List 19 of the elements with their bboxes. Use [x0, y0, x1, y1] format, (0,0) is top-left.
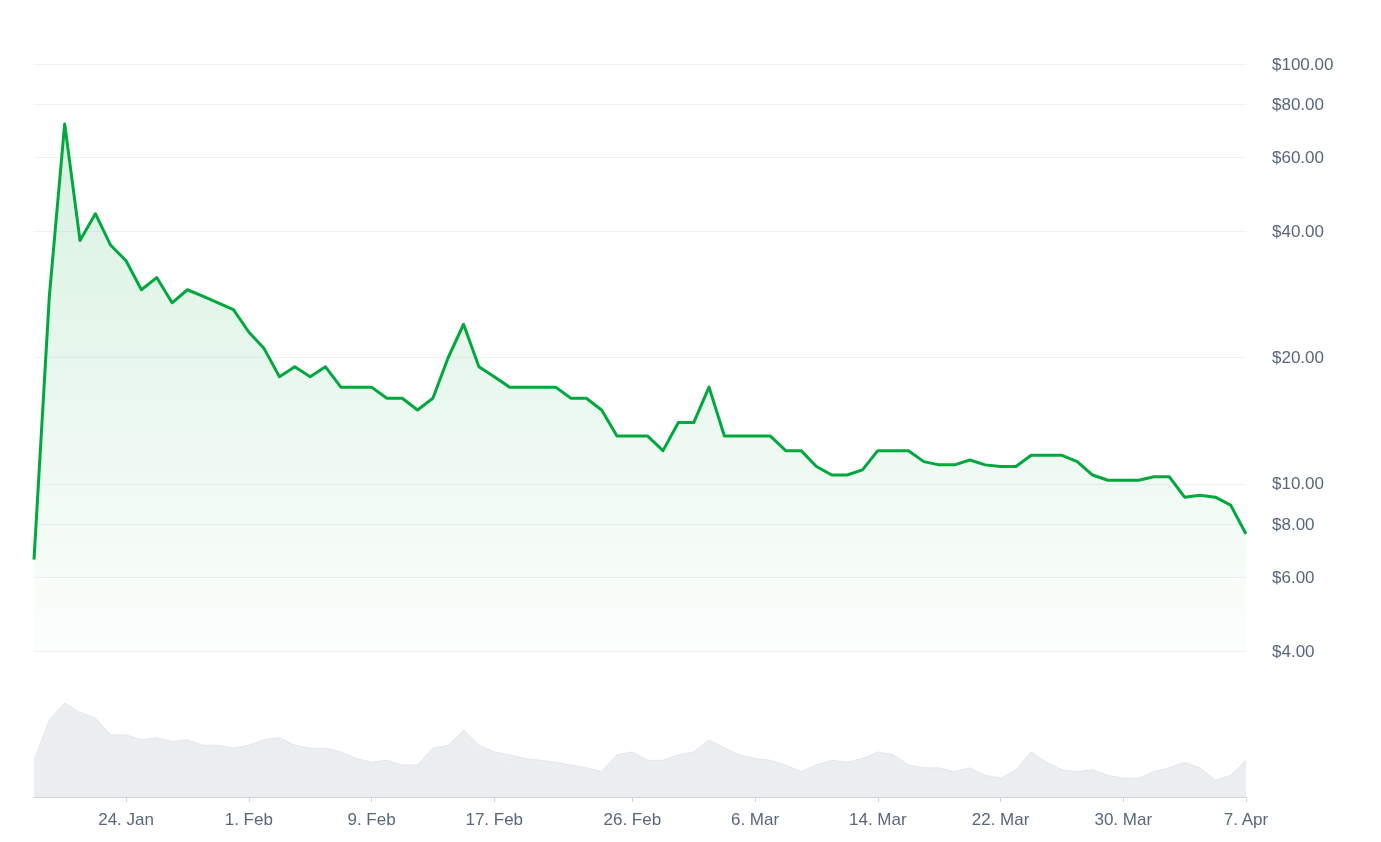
x-tick-label: 24. Jan [98, 810, 154, 829]
x-tick-label: 30. Mar [1094, 810, 1153, 829]
x-tick-label: 6. Mar [730, 810, 780, 829]
y-tick-label: $40.00 [1272, 221, 1324, 241]
x-tick-label: 17. Feb [465, 810, 524, 829]
y-tick-label: $8.00 [1272, 515, 1315, 535]
x-tick-label: 7. Apr [1223, 810, 1269, 829]
x-tick-label: 14. Mar [848, 810, 907, 829]
y-tick-label: $80.00 [1272, 95, 1324, 115]
y-tick-label: $100.00 [1272, 54, 1334, 74]
y-tick-label: $10.00 [1272, 474, 1324, 494]
x-tick-label: 1. Feb [224, 810, 273, 829]
x-tick-label: 22. Mar [971, 810, 1030, 829]
y-tick-label: $6.00 [1272, 567, 1315, 587]
y-tick-label: $60.00 [1272, 147, 1324, 167]
y-tick-label: $20.00 [1272, 348, 1324, 367]
x-tick-label: 9. Feb [347, 810, 396, 829]
x-tick-label: 26. Feb [603, 810, 662, 829]
y-tick-label: $4.00 [1272, 641, 1315, 661]
